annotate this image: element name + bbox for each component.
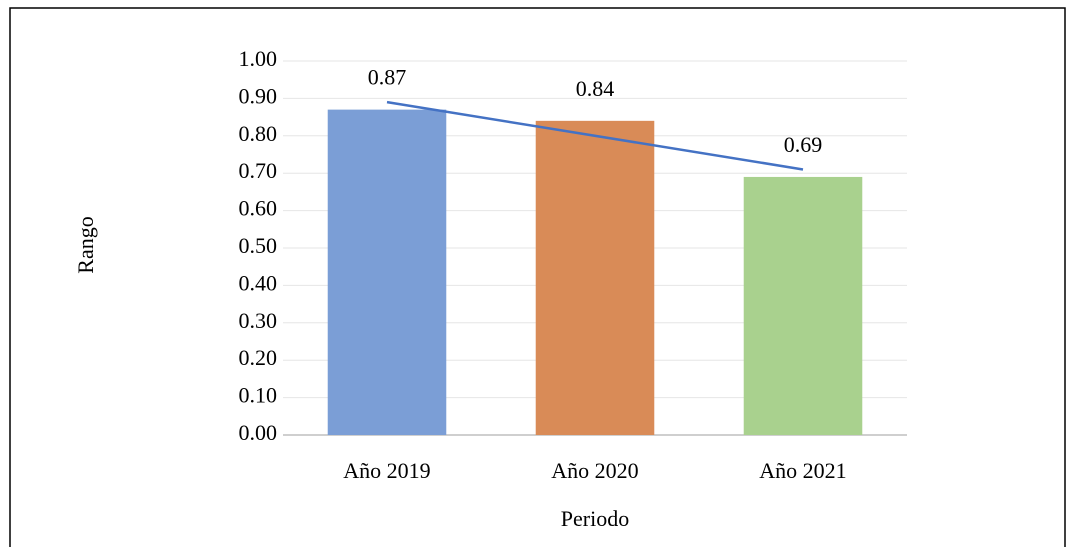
y-tick-label: 0.60 bbox=[239, 196, 278, 221]
y-tick-label: 0.80 bbox=[239, 121, 278, 146]
bar bbox=[327, 109, 447, 436]
x-axis-label: Periodo bbox=[561, 506, 629, 531]
y-tick-label: 0.50 bbox=[239, 233, 278, 258]
x-tick-label: Año 2019 bbox=[343, 458, 430, 483]
bar bbox=[743, 176, 863, 435]
data-label: 0.84 bbox=[576, 76, 615, 101]
y-tick-label: 1.00 bbox=[239, 46, 278, 71]
x-tick-label: Año 2021 bbox=[759, 458, 846, 483]
y-tick-label: 0.20 bbox=[239, 345, 278, 370]
y-tick-label: 0.90 bbox=[239, 83, 278, 108]
y-tick-label: 0.40 bbox=[239, 270, 278, 295]
y-tick-label: 0.30 bbox=[239, 308, 278, 333]
x-tick-label: Año 2020 bbox=[551, 458, 638, 483]
y-tick-label: 0.00 bbox=[239, 420, 278, 445]
y-tick-label: 0.70 bbox=[239, 158, 278, 183]
data-label: 0.69 bbox=[784, 132, 823, 157]
data-label: 0.87 bbox=[368, 65, 407, 90]
bar bbox=[535, 120, 655, 435]
y-tick-label: 0.10 bbox=[239, 383, 278, 408]
trendline bbox=[386, 100, 804, 171]
y-axis-label: Rango bbox=[73, 216, 98, 273]
